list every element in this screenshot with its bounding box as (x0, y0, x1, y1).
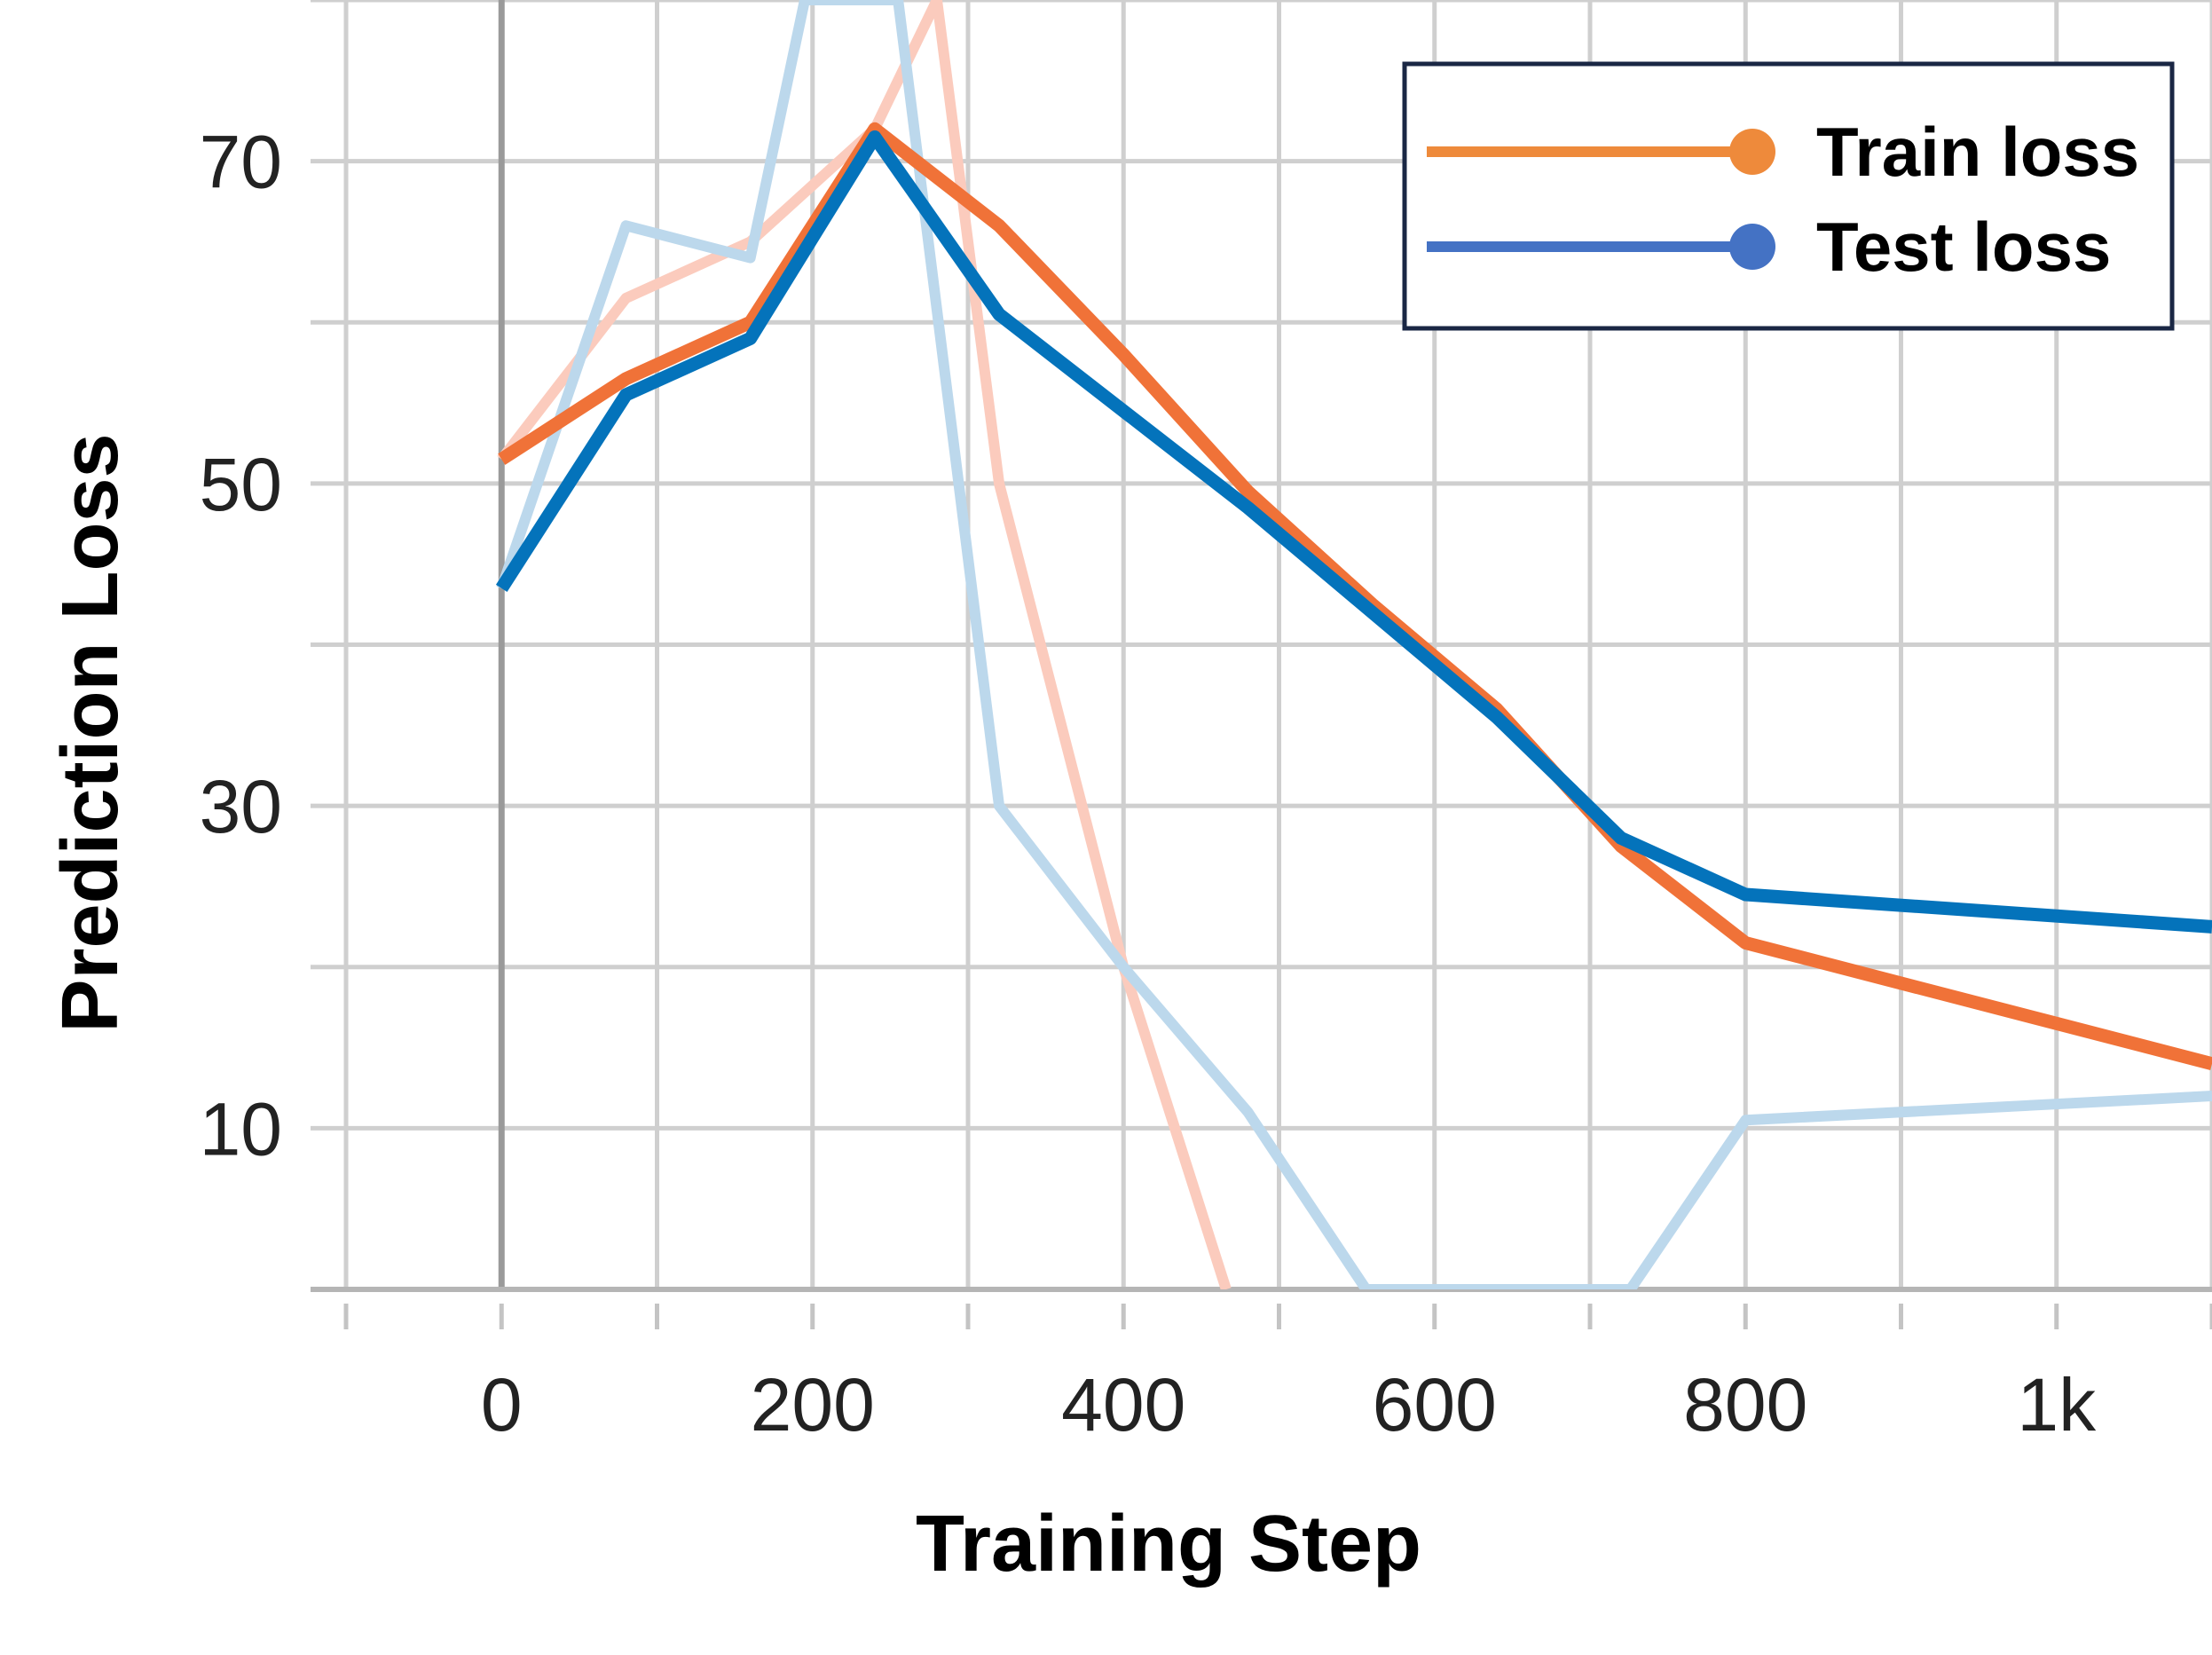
x-axis-title: Training Step (916, 1500, 1421, 1588)
legend: Train loss Test loss (1402, 61, 2175, 331)
x-tick-label: 0 (481, 1363, 523, 1446)
tick-labels: 0 200 400 600 800 1k 10 30 50 70 (200, 121, 2098, 1446)
legend-test-label: Test loss (1816, 208, 2111, 286)
x-tick-label: 400 (1061, 1363, 1185, 1446)
test-raw-line (496, 0, 2212, 1289)
legend-train-marker (1729, 129, 1775, 175)
legend-train-label: Train loss (1816, 113, 2139, 191)
legend-test-marker (1729, 224, 1775, 270)
smoothed-series-lines (495, 122, 2212, 1070)
y-tick-label: 50 (200, 443, 282, 526)
y-tick-label: 30 (200, 765, 282, 848)
x-tick-label: 200 (751, 1363, 875, 1446)
legend-box (1402, 61, 2175, 331)
x-tick-label: 800 (1683, 1363, 1807, 1446)
test-loss-line (495, 130, 2212, 934)
y-tick-label: 70 (200, 121, 282, 204)
x-tick-label: 1k (2017, 1363, 2097, 1446)
axes (311, 0, 2212, 1329)
raw-series-lines (496, 0, 2212, 1289)
x-tick-label: 600 (1373, 1363, 1497, 1446)
y-axis-title: Prediction Loss (46, 433, 135, 1032)
train-loss-line (498, 122, 2212, 1070)
y-tick-label: 10 (200, 1087, 282, 1170)
